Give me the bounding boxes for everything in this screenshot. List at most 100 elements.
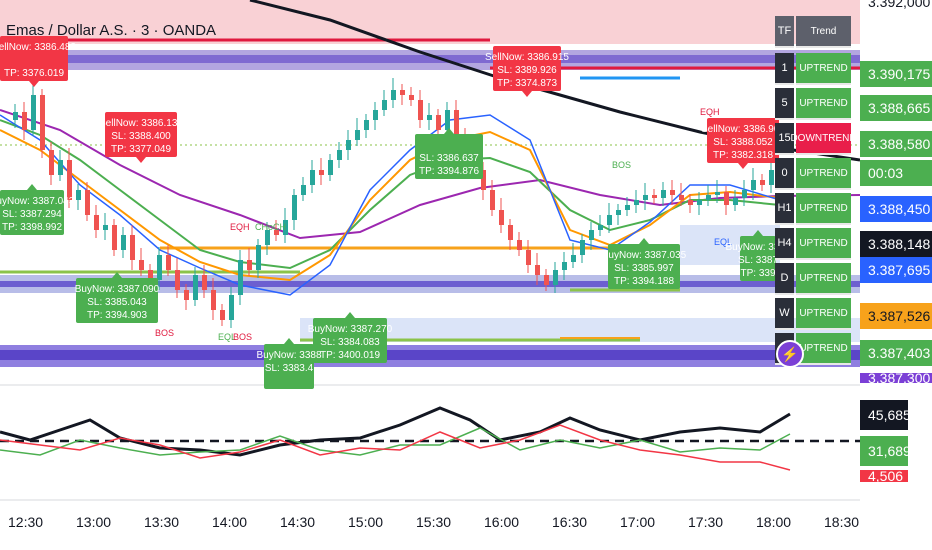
trend-table-tf-cell: D xyxy=(775,263,794,295)
lightning-icon[interactable]: ⚡ xyxy=(776,340,804,368)
signal-text: SL: 3388.052 xyxy=(713,137,773,148)
trend-table-trend-cell: UPTREND xyxy=(796,333,851,365)
candle-body xyxy=(265,230,270,245)
candle-body xyxy=(553,270,558,285)
candle-body xyxy=(580,240,585,255)
signal-text: TP: 3398.992 xyxy=(2,222,62,233)
eql-label: EQL xyxy=(714,237,732,247)
candle-body xyxy=(130,235,135,260)
price-scale-top-tick: 3.392,000 xyxy=(868,0,931,10)
time-axis-label: 18:00 xyxy=(756,514,792,530)
price-label: 3.388,450 xyxy=(860,196,932,222)
candle-body xyxy=(139,260,144,270)
candle-body xyxy=(427,115,432,120)
trend-table-tf-cell: 1 xyxy=(775,53,794,85)
candle-body xyxy=(436,115,441,130)
candle-body xyxy=(481,170,486,190)
signal-text: TP: 3400.019 xyxy=(320,350,380,361)
signal-text: SL: 3387 xyxy=(738,255,778,266)
candle-body xyxy=(238,260,243,295)
trend-table-tf-cell: H1 xyxy=(775,193,794,225)
signal-text: BuyNow: 3387.035 xyxy=(602,250,687,261)
buy-signal-box: BuyNow: 3387.090 SL: 3385.043 TP: 3394.903 xyxy=(75,272,160,323)
candle-body xyxy=(634,200,639,205)
oscillator-main-line xyxy=(0,406,791,457)
candle-body xyxy=(382,100,387,110)
candle-body xyxy=(346,140,351,150)
price-label: 3.387,300 xyxy=(860,370,932,386)
signal-text: SellNow: 3386.905 xyxy=(701,124,785,135)
candle-body xyxy=(301,185,306,195)
candle-body xyxy=(445,110,450,130)
candle-body xyxy=(454,110,459,140)
time-axis-label: 13:00 xyxy=(76,514,112,530)
eql-label: EQL xyxy=(218,332,236,342)
time-axis-label: 14:30 xyxy=(280,514,316,530)
bos-label: BOS xyxy=(612,160,631,170)
price-scale[interactable]: 3.392,000 3.390,175 3.388,665 3.388,580 00:… xyxy=(860,0,932,550)
candle-body xyxy=(715,192,720,195)
time-axis-label: 17:30 xyxy=(688,514,724,530)
candle-body xyxy=(49,150,54,175)
candle-body xyxy=(661,190,666,198)
candle-body xyxy=(391,90,396,100)
sell-signal-box: SellNow: 3386.905 SL: 3388.052 TP: 3382.31… xyxy=(701,118,785,169)
buy-signal-box: BuyNow: 3388 SL: 3383.4 xyxy=(256,338,322,389)
eqh-label: EQH xyxy=(230,222,250,232)
buy-signal-box: SL: 3386.637 TP: 3394.876 xyxy=(415,128,483,179)
trend-table-trend-cell: DOWNTREND xyxy=(790,123,857,155)
trend-table-tf-cell: 15 xyxy=(775,123,794,155)
trend-table-trend-cell: UPTREND xyxy=(796,53,851,85)
candle-body xyxy=(31,95,36,130)
price-label: 3.388,665 xyxy=(860,95,932,121)
candle-body xyxy=(598,225,603,230)
candle-body xyxy=(418,100,423,120)
symbol-title[interactable]: Emas / Dollar A.S. · 3 · OANDA xyxy=(6,22,217,39)
candle-body xyxy=(409,95,414,100)
signal-text: SellNow: 3386.130 xyxy=(99,118,183,129)
candle-body xyxy=(742,190,747,198)
trend-table-tf-cell: H4 xyxy=(775,228,794,260)
candle-body xyxy=(652,195,657,198)
candle-body xyxy=(697,200,702,205)
candle-body xyxy=(724,192,729,205)
signal-text: TP: 3394.903 xyxy=(87,310,147,321)
candle-body xyxy=(166,255,171,270)
price-label: 3.388,580 xyxy=(860,131,932,157)
trend-table-tf-cell: 5 xyxy=(775,88,794,120)
candle-body xyxy=(679,195,684,200)
candle-body xyxy=(571,255,576,262)
support-band-core xyxy=(0,350,860,360)
resistance-zone xyxy=(0,0,860,44)
signal-text: BuyNow: 3387.270 xyxy=(308,324,393,335)
oscillator-secondary-line xyxy=(0,424,791,471)
candle-body xyxy=(202,275,207,290)
signal-text: TP: 3377.049 xyxy=(111,144,171,155)
candle-body xyxy=(319,170,324,175)
sell-signal-box: SellNow: 3386.130 SL: 3388.400 TP: 3377.04… xyxy=(99,112,183,163)
oscillator-label: 45,685 xyxy=(860,400,911,430)
candle-body xyxy=(733,198,738,205)
demand-band-core xyxy=(0,281,860,287)
time-axis-label: 12:30 xyxy=(8,514,44,530)
trend-table-trend-cell: UPTREND xyxy=(796,263,851,295)
signal-text: TP: 3394.876 xyxy=(419,166,479,177)
candle-body xyxy=(220,310,225,320)
trend-table-row: 5 UPTREND xyxy=(775,88,851,120)
candle-body xyxy=(328,160,333,175)
candle-body xyxy=(310,170,315,185)
trend-table-row: 0 UPTREND xyxy=(775,158,851,190)
candle-body xyxy=(67,160,72,200)
trend-table-tf-header: TF xyxy=(775,16,794,48)
buy-signal-box: BuyNow: 3387.270 SL: 3384.083 TP: 3400.019 xyxy=(308,312,393,363)
bos-label: BOS xyxy=(233,332,252,342)
candle-body xyxy=(94,215,99,230)
candle-body xyxy=(337,150,342,160)
sell-signal-box: SellNow: 3386.483 TP: 3376.019 xyxy=(0,36,76,87)
trend-table-trend-cell: UPTREND xyxy=(796,88,851,120)
signal-text: BuyNow: 3388 xyxy=(256,350,321,361)
candle-body xyxy=(157,255,162,280)
buy-signal-box: BuyNow: 3387.035 SL: 3385.997 TP: 3394.188 xyxy=(602,238,687,289)
